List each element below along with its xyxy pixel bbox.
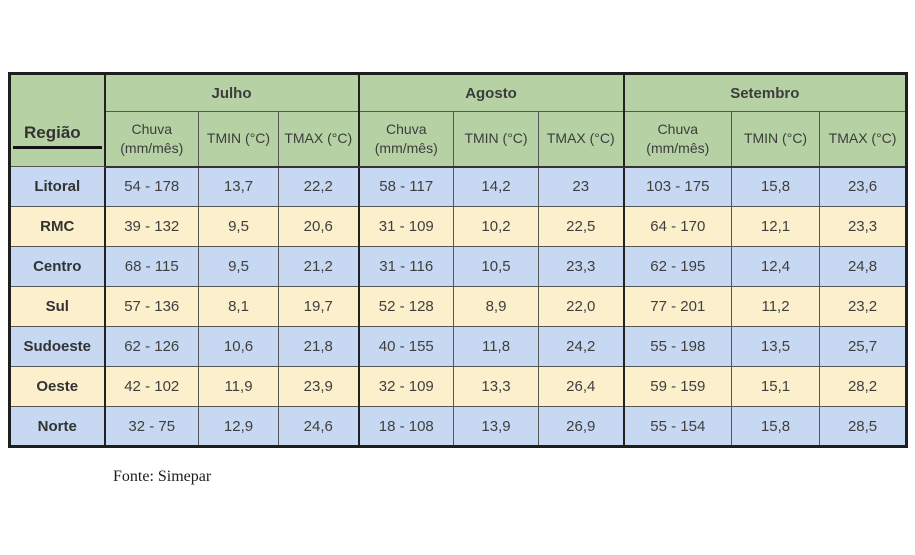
table-cell: 10,2 bbox=[453, 206, 540, 247]
table-cell: 11,9 bbox=[198, 366, 279, 407]
setembro-chuva-header: Chuva (mm/mês) bbox=[622, 111, 733, 168]
table-cell: 12,9 bbox=[198, 406, 279, 447]
setembro-tmin-header: TMIN (°C) bbox=[731, 111, 821, 168]
climate-table-container: Região Julho Agosto Setembro Chuva (mm/m… bbox=[8, 72, 909, 448]
month-header-julho: Julho bbox=[103, 73, 360, 112]
table-cell: 21,2 bbox=[277, 246, 360, 287]
table-cell: 31 - 109 bbox=[357, 206, 455, 247]
agosto-tmin-header: TMIN (°C) bbox=[453, 111, 540, 168]
table-cell: 64 - 170 bbox=[622, 206, 733, 247]
row-header-region: Sul bbox=[9, 286, 106, 327]
table-cell: 24,6 bbox=[277, 406, 360, 447]
climate-table: Região Julho Agosto Setembro Chuva (mm/m… bbox=[8, 72, 909, 448]
table-cell: 42 - 102 bbox=[103, 366, 199, 407]
row-header-region: Litoral bbox=[9, 166, 106, 207]
table-cell: 15,8 bbox=[731, 166, 821, 207]
table-cell: 62 - 126 bbox=[103, 326, 199, 367]
table-cell: 9,5 bbox=[198, 246, 279, 287]
table-cell: 23,3 bbox=[538, 246, 625, 287]
table-row-centro: Centro 68 - 115 9,5 21,2 31 - 116 10,5 2… bbox=[9, 246, 908, 287]
table-cell: 13,3 bbox=[453, 366, 540, 407]
julho-chuva-header: Chuva (mm/mês) bbox=[103, 111, 199, 168]
table-row-oeste: Oeste 42 - 102 11,9 23,9 32 - 109 13,3 2… bbox=[9, 366, 908, 407]
table-cell: 23 bbox=[538, 166, 625, 207]
table-cell: 15,8 bbox=[731, 406, 821, 447]
table-row-sul: Sul 57 - 136 8,1 19,7 52 - 128 8,9 22,0 … bbox=[9, 286, 908, 327]
agosto-tmax-header: TMAX (°C) bbox=[538, 111, 625, 168]
table-cell: 23,2 bbox=[819, 286, 908, 327]
table-cell: 24,2 bbox=[538, 326, 625, 367]
table-cell: 12,4 bbox=[731, 246, 821, 287]
table-cell: 25,7 bbox=[819, 326, 908, 367]
table-cell: 13,7 bbox=[198, 166, 279, 207]
table-cell: 18 - 108 bbox=[357, 406, 455, 447]
table-cell: 54 - 178 bbox=[103, 166, 199, 207]
table-cell: 32 - 109 bbox=[357, 366, 455, 407]
table-cell: 103 - 175 bbox=[622, 166, 733, 207]
table-cell: 8,9 bbox=[453, 286, 540, 327]
table-cell: 31 - 116 bbox=[357, 246, 455, 287]
region-header-cell: Região bbox=[9, 73, 105, 167]
table-row-rmc: RMC 39 - 132 9,5 20,6 31 - 109 10,2 22,5… bbox=[9, 206, 908, 247]
table-cell: 68 - 115 bbox=[103, 246, 199, 287]
row-header-region: Oeste bbox=[9, 366, 106, 407]
table-cell: 58 - 117 bbox=[357, 166, 455, 207]
table-cell: 26,9 bbox=[538, 406, 625, 447]
table-cell: 26,4 bbox=[538, 366, 625, 407]
table-cell: 62 - 195 bbox=[622, 246, 733, 287]
region-header-label: Região bbox=[13, 92, 102, 149]
month-header-setembro: Setembro bbox=[622, 73, 908, 112]
table-cell: 23,9 bbox=[277, 366, 360, 407]
table-cell: 9,5 bbox=[198, 206, 279, 247]
table-cell: 22,5 bbox=[538, 206, 625, 247]
setembro-tmax-header: TMAX (°C) bbox=[819, 111, 908, 168]
table-cell: 39 - 132 bbox=[103, 206, 199, 247]
month-header-row: Região Julho Agosto Setembro bbox=[9, 73, 908, 167]
table-cell: 15,1 bbox=[731, 366, 821, 407]
table-cell: 10,6 bbox=[198, 326, 279, 367]
table-cell: 28,5 bbox=[819, 406, 908, 447]
table-cell: 23,6 bbox=[819, 166, 908, 207]
table-row-litoral: Litoral 54 - 178 13,7 22,2 58 - 117 14,2… bbox=[9, 166, 908, 207]
table-cell: 20,6 bbox=[277, 206, 360, 247]
table-cell: 59 - 159 bbox=[622, 366, 733, 407]
table-cell: 32 - 75 bbox=[103, 406, 199, 447]
table-cell: 22,2 bbox=[277, 166, 360, 207]
table-cell: 19,7 bbox=[277, 286, 360, 327]
table-cell: 11,8 bbox=[453, 326, 540, 367]
table-cell: 13,9 bbox=[453, 406, 540, 447]
table-cell: 40 - 155 bbox=[357, 326, 455, 367]
table-cell: 8,1 bbox=[198, 286, 279, 327]
row-header-region: Centro bbox=[9, 246, 106, 287]
table-cell: 52 - 128 bbox=[357, 286, 455, 327]
table-cell: 55 - 154 bbox=[622, 406, 733, 447]
agosto-chuva-header: Chuva (mm/mês) bbox=[357, 111, 455, 168]
table-cell: 10,5 bbox=[453, 246, 540, 287]
row-header-region: Sudoeste bbox=[9, 326, 106, 367]
table-cell: 21,8 bbox=[277, 326, 360, 367]
table-cell: 11,2 bbox=[731, 286, 821, 327]
table-cell: 22,0 bbox=[538, 286, 625, 327]
table-cell: 24,8 bbox=[819, 246, 908, 287]
row-header-region: Norte bbox=[9, 406, 106, 447]
julho-tmin-header: TMIN (°C) bbox=[198, 111, 279, 168]
table-row-norte: Norte 32 - 75 12,9 24,6 18 - 108 13,9 26… bbox=[9, 406, 908, 447]
table-cell: 12,1 bbox=[731, 206, 821, 247]
table-cell: 23,3 bbox=[819, 206, 908, 247]
table-cell: 28,2 bbox=[819, 366, 908, 407]
sub-header-row: Chuva (mm/mês) TMIN (°C) TMAX (°C) Chuva… bbox=[10, 111, 908, 168]
table-row-sudoeste: Sudoeste 62 - 126 10,6 21,8 40 - 155 11,… bbox=[9, 326, 908, 367]
table-cell: 13,5 bbox=[731, 326, 821, 367]
table-cell: 57 - 136 bbox=[103, 286, 199, 327]
month-header-agosto: Agosto bbox=[357, 73, 625, 112]
row-header-region: RMC bbox=[9, 206, 106, 247]
source-caption: Fonte: Simepar bbox=[113, 468, 212, 485]
julho-tmax-header: TMAX (°C) bbox=[277, 111, 360, 168]
table-cell: 14,2 bbox=[453, 166, 540, 207]
table-cell: 55 - 198 bbox=[622, 326, 733, 367]
table-cell: 77 - 201 bbox=[622, 286, 733, 327]
